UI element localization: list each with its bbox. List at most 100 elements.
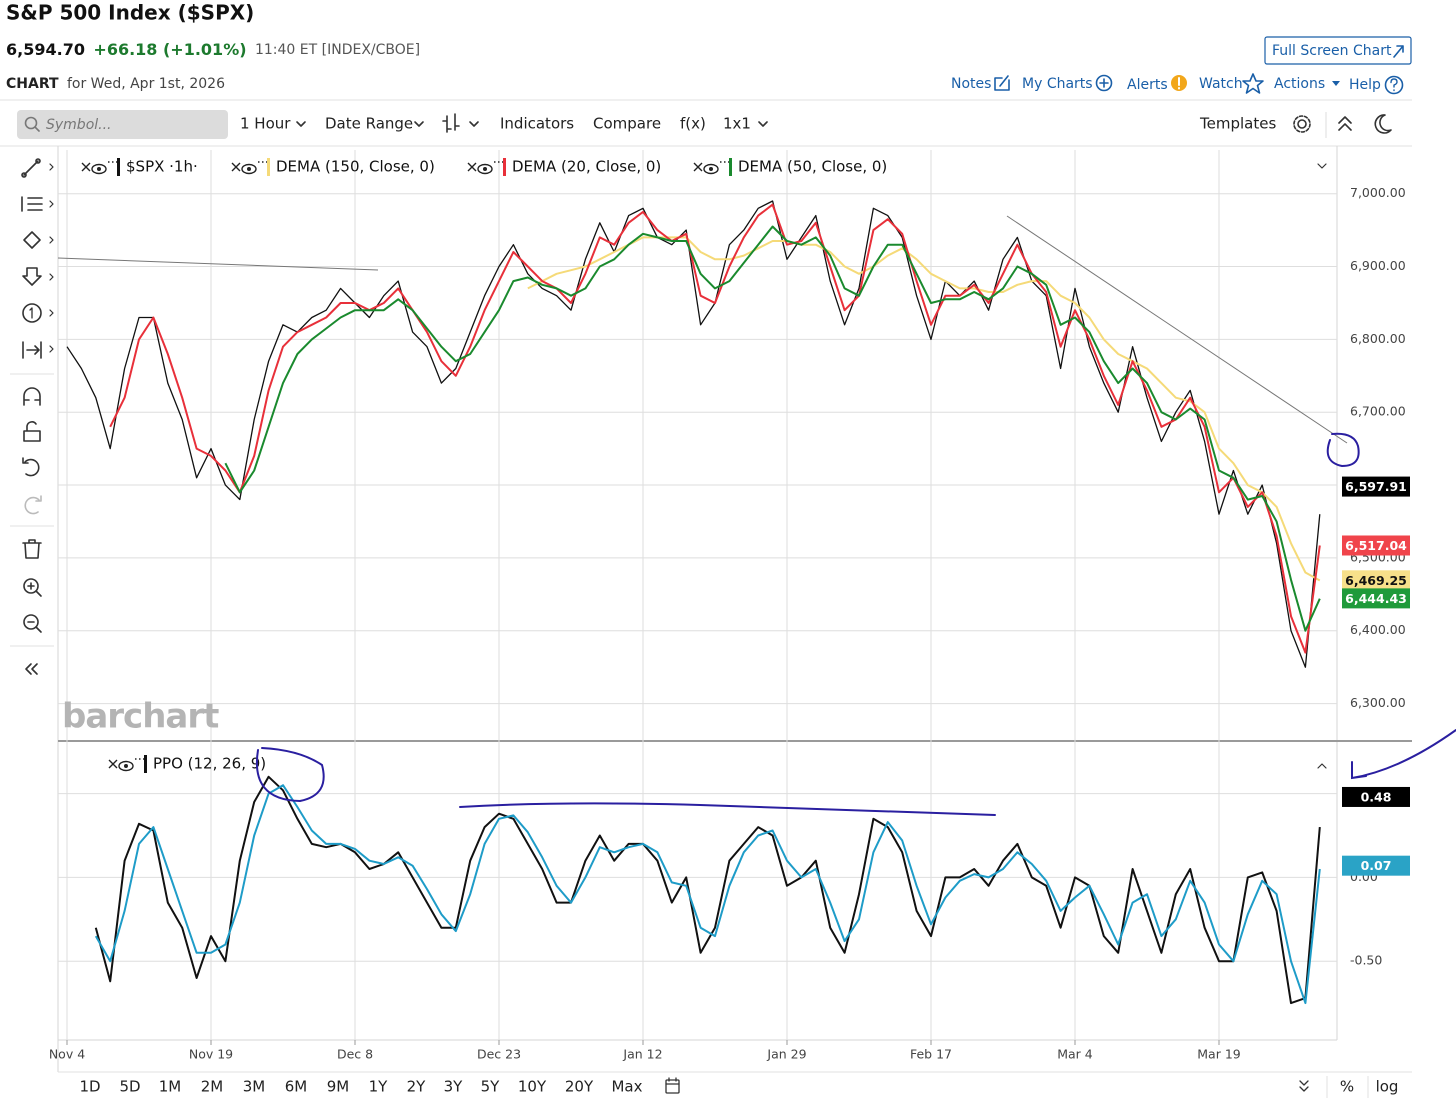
chart-type-icon[interactable] bbox=[442, 113, 460, 133]
legend-swatch bbox=[729, 158, 732, 176]
layout-select[interactable]: 1x1 bbox=[723, 115, 751, 133]
legend-swatch bbox=[144, 755, 147, 773]
x-tick-label: Jan 12 bbox=[622, 1047, 662, 1062]
range-button[interactable]: 1Y bbox=[369, 1078, 389, 1096]
expand-icon[interactable] bbox=[1299, 1080, 1309, 1092]
legend-label: DEMA (20, Close, 0) bbox=[512, 158, 661, 176]
y-tick-label: 6,900.00 bbox=[1350, 258, 1406, 273]
indicators-button[interactable]: Indicators bbox=[500, 115, 574, 133]
date-range-select[interactable]: Date Range bbox=[325, 115, 413, 133]
watch-link[interactable]: Watch bbox=[1199, 76, 1243, 92]
price-tag-label: 6,444.43 bbox=[1345, 591, 1407, 606]
redo-tool[interactable] bbox=[24, 495, 42, 515]
note-tool[interactable] bbox=[22, 303, 42, 323]
templates-button[interactable]: Templates bbox=[1199, 115, 1276, 133]
annotation-circle bbox=[1326, 432, 1360, 468]
range-button[interactable]: 2Y bbox=[407, 1078, 427, 1096]
y-tick-label: 6,400.00 bbox=[1350, 622, 1406, 637]
notes-link[interactable]: Notes bbox=[951, 76, 991, 92]
x-tick-label: Mar 4 bbox=[1057, 1047, 1093, 1062]
actions-link[interactable]: Actions bbox=[1274, 76, 1325, 92]
trendline bbox=[1006, 215, 1348, 444]
range-button[interactable]: 20Y bbox=[565, 1078, 594, 1096]
chart-date-line: CHART for Wed, Apr 1st, 2026 bbox=[6, 76, 225, 92]
legend-swatch bbox=[503, 158, 506, 176]
range-button[interactable]: 1M bbox=[159, 1078, 182, 1096]
settings-icon[interactable] bbox=[1297, 119, 1307, 129]
range-button[interactable]: 3Y bbox=[444, 1078, 464, 1096]
range-button[interactable]: 5D bbox=[119, 1078, 140, 1096]
range-button[interactable]: 5Y bbox=[481, 1078, 501, 1096]
price-tag-label: 0.07 bbox=[1361, 858, 1392, 873]
arrow-tool[interactable] bbox=[22, 267, 42, 286]
scale-button[interactable]: log bbox=[1376, 1078, 1399, 1096]
legend-visibility bbox=[703, 163, 719, 175]
panel-collapse[interactable] bbox=[1317, 763, 1327, 769]
panel-collapse[interactable] bbox=[1317, 163, 1327, 169]
symbol-input[interactable] bbox=[17, 110, 228, 139]
collapse-icon[interactable] bbox=[1338, 116, 1352, 131]
drawing-tools bbox=[10, 158, 54, 675]
indicator-line bbox=[109, 203, 1321, 654]
dark-mode-icon[interactable] bbox=[1374, 114, 1392, 134]
undo-tool[interactable] bbox=[22, 457, 40, 477]
range-button[interactable]: 2M bbox=[201, 1078, 224, 1096]
x-tick-label: Jan 29 bbox=[766, 1047, 806, 1062]
legend-remove bbox=[693, 162, 703, 172]
help-icon bbox=[1384, 75, 1404, 95]
indicator-line bbox=[224, 225, 1321, 632]
full-screen-button[interactable] bbox=[1264, 36, 1412, 65]
indicator-line bbox=[94, 775, 1321, 1005]
legend-remove bbox=[108, 759, 118, 769]
tool-expanders bbox=[49, 163, 54, 353]
legend-swatch bbox=[267, 158, 270, 176]
zoom-in-tool[interactable] bbox=[23, 578, 39, 594]
legend-swatch bbox=[117, 158, 120, 176]
search-icon-handle bbox=[34, 126, 40, 132]
search-icon bbox=[24, 116, 38, 130]
calendar-icon[interactable] bbox=[665, 1079, 680, 1094]
range-button[interactable]: Max bbox=[611, 1078, 642, 1096]
price-line bbox=[66, 200, 1321, 668]
y-tick-label: 6,300.00 bbox=[1350, 695, 1406, 710]
range-button[interactable]: 10Y bbox=[518, 1078, 547, 1096]
price-tag bbox=[1342, 855, 1410, 876]
external-icon bbox=[1393, 45, 1404, 58]
zoom-out-tool[interactable] bbox=[23, 614, 39, 630]
trendline bbox=[57, 257, 379, 271]
shape-tool[interactable] bbox=[23, 231, 41, 249]
my-charts-link[interactable]: My Charts bbox=[1022, 76, 1093, 92]
interval-select[interactable]: 1 Hour bbox=[240, 115, 291, 133]
help-link[interactable]: Help bbox=[1349, 77, 1381, 93]
symbol-placeholder[interactable]: Symbol... bbox=[46, 117, 112, 133]
fx-button[interactable]: f(x) bbox=[680, 115, 706, 133]
line-tool-dot bbox=[35, 158, 41, 164]
price-tag-label: 0.48 bbox=[1361, 789, 1392, 804]
range-button[interactable]: 1D bbox=[79, 1078, 100, 1096]
chevron bbox=[469, 121, 479, 127]
measure-tool[interactable] bbox=[22, 341, 42, 359]
delete-tool[interactable] bbox=[22, 539, 42, 559]
scale-button[interactable]: % bbox=[1340, 1078, 1354, 1096]
range-button[interactable]: 3M bbox=[243, 1078, 266, 1096]
line-tool[interactable] bbox=[23, 160, 39, 176]
lock-tool[interactable] bbox=[23, 421, 41, 442]
chevron bbox=[758, 121, 768, 127]
help-icon-mark bbox=[1390, 78, 1398, 92]
compare-button[interactable]: Compare bbox=[593, 115, 661, 133]
range-button[interactable]: 9M bbox=[327, 1078, 350, 1096]
zoom-in-mark bbox=[27, 582, 42, 597]
legend-remove bbox=[81, 162, 91, 172]
legend-visibility-pupil bbox=[709, 167, 713, 171]
line-tool-dot bbox=[21, 172, 27, 178]
range-button[interactable]: 6M bbox=[285, 1078, 308, 1096]
collapse-tools[interactable] bbox=[25, 663, 38, 675]
magnet-tool[interactable] bbox=[23, 387, 41, 406]
legend-visibility-pupil bbox=[247, 167, 251, 171]
fib-tool[interactable] bbox=[21, 196, 43, 212]
y-tick-label: 7,000.00 bbox=[1350, 185, 1406, 200]
full-screen-label[interactable]: Full Screen Chart bbox=[1272, 43, 1392, 59]
alerts-link[interactable]: Alerts bbox=[1127, 77, 1168, 93]
quote-time: 11:40 ET [INDEX/CBOE] bbox=[255, 42, 420, 58]
